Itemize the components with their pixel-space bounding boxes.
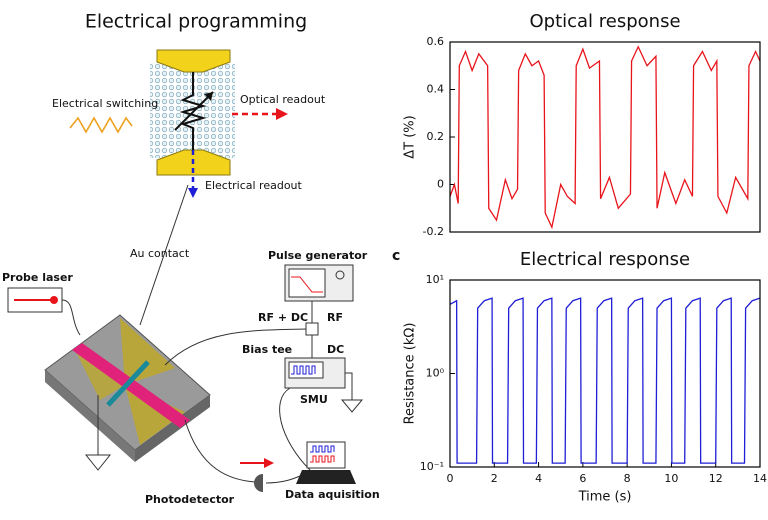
label: Au contact [130, 247, 190, 260]
smu-trace [291, 365, 316, 375]
daq-trace [310, 445, 335, 453]
arrow-head [188, 188, 198, 198]
label: Probe laser [2, 271, 73, 284]
laser-dot [50, 296, 58, 304]
y-tick-label: 0 [437, 178, 444, 191]
contact [120, 318, 175, 385]
y-tick-label: 0.6 [427, 35, 445, 48]
label: DC [327, 343, 344, 356]
plot-frame [449, 279, 761, 468]
x-tick-label: 8 [624, 472, 631, 485]
x-axis-label: Time (s) [578, 490, 632, 505]
x-tick-label: 0 [447, 472, 454, 485]
chip-side [135, 395, 210, 462]
contact [75, 350, 125, 400]
label: RF + DC [258, 311, 308, 324]
wire [265, 475, 301, 484]
ground [340, 399, 364, 413]
arrow [174, 91, 214, 131]
fiber [184, 419, 256, 483]
daq-trace [310, 455, 335, 463]
label: RF [327, 311, 343, 324]
knob [335, 270, 345, 280]
arrow-head [264, 458, 274, 468]
resistor [179, 72, 207, 150]
label: Electrical switching [52, 97, 158, 110]
device [106, 360, 150, 407]
y-tick-label: 10⁻¹ [420, 460, 444, 473]
arrow-head [204, 92, 213, 101]
panel-label: c [392, 248, 400, 264]
wire [345, 372, 353, 400]
ground [84, 454, 112, 471]
x-tick-label: 10 [664, 472, 678, 485]
chip-side [45, 370, 135, 462]
y-tick-label: 10¹ [426, 273, 444, 286]
data-line [449, 297, 761, 464]
chart-title: Optical response [529, 11, 680, 32]
chart-title: Electrical response [520, 249, 690, 270]
y-tick-label: 0.4 [427, 83, 445, 96]
wire [61, 299, 81, 336]
label: Electrical readout [205, 179, 303, 192]
label: Photodetector [145, 493, 235, 506]
diagram-title: Electrical programming [85, 11, 307, 33]
screen [288, 268, 326, 298]
leader-line [139, 184, 189, 326]
switching-wave [69, 116, 133, 134]
y-axis-label: Resistance (kΩ) [403, 323, 418, 425]
label: SMU [300, 393, 328, 406]
daq-base [296, 470, 356, 484]
y-tick-label: -0.2 [423, 225, 444, 238]
wire [279, 387, 311, 471]
pulse-trace [291, 276, 323, 293]
y-tick-label: 10⁰ [426, 367, 445, 380]
wire [164, 328, 307, 366]
bias-tee [305, 322, 319, 336]
electrode [156, 49, 231, 73]
schematic: Electrical programming Electrical switch… [2, 11, 380, 507]
x-tick-label: 14 [753, 472, 767, 485]
x-tick-label: 12 [709, 472, 723, 485]
photodetector [254, 474, 263, 492]
contact [125, 385, 185, 445]
y-tick-label: 0.2 [427, 130, 445, 143]
data-line [449, 45, 761, 230]
label: Optical readout [240, 93, 326, 106]
plot-frame [449, 41, 761, 233]
waveguide [72, 343, 190, 428]
x-tick-label: 6 [579, 472, 586, 485]
label: Bias tee [242, 343, 292, 356]
x-tick-label: 2 [491, 472, 498, 485]
y-axis-label: ΔT (%) [403, 115, 418, 158]
label: Pulse generator [268, 249, 368, 262]
label: Data aquisition [285, 488, 380, 501]
arrow-head [276, 108, 288, 120]
x-tick-label: 4 [535, 472, 542, 485]
